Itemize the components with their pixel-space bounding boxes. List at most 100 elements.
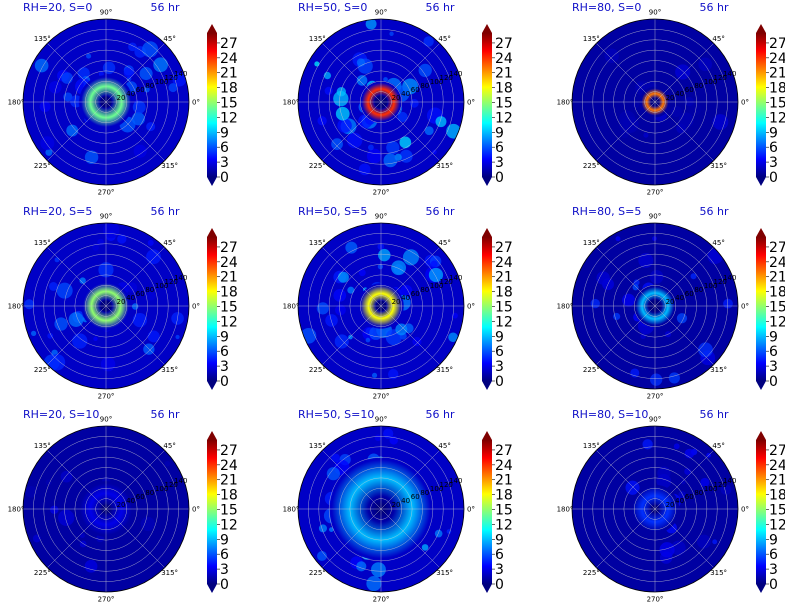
rain-cell xyxy=(79,532,85,539)
time-label: 56 hr xyxy=(700,408,729,421)
rain-cell xyxy=(383,77,388,82)
angle-tick-label: 270° xyxy=(373,189,390,197)
rain-cell xyxy=(102,223,120,239)
polar-grid xyxy=(298,223,464,389)
angular-gridline xyxy=(596,450,656,510)
rain-cell xyxy=(131,112,145,126)
colorbar-tick-label: 24 xyxy=(769,458,785,474)
rain-cell xyxy=(365,19,377,30)
time-label: 56 hr xyxy=(700,205,729,218)
angular-gridline xyxy=(47,43,107,103)
rain-cell xyxy=(397,111,408,123)
angle-tick-label: 180° xyxy=(557,506,574,514)
rain-cell xyxy=(133,144,147,158)
radial-tick-label: 120 xyxy=(440,481,453,489)
radial-tick-label: 140 xyxy=(449,70,462,78)
colorbar-tick-label: 18 xyxy=(220,488,238,504)
angle-tick-label: 315° xyxy=(436,366,453,374)
rain-cell xyxy=(386,141,400,155)
colorbar-extend-max xyxy=(756,431,766,440)
colorbar-scale xyxy=(207,33,217,177)
rain-cell xyxy=(633,279,640,286)
angle-tick-label: 135° xyxy=(583,35,600,43)
rain-cell xyxy=(98,71,104,77)
colorbar-tick-label: 6 xyxy=(495,140,504,156)
colorbar-tick-label: 15 xyxy=(495,96,513,112)
colorbar-tick-label: 12 xyxy=(769,314,785,330)
angle-tick-label: 45° xyxy=(712,35,724,43)
radial-tick-label: 40 xyxy=(126,497,135,505)
angle-tick-label: 0° xyxy=(192,99,200,107)
colorbar-tick-label: 3 xyxy=(769,155,778,171)
rain-cell xyxy=(681,479,686,485)
radial-tick-label: 20 xyxy=(392,94,401,102)
rain-cell xyxy=(448,332,458,343)
angle-tick-label: 45° xyxy=(712,442,724,450)
rain-cell xyxy=(399,149,413,163)
colorbar-tick-label: 27 xyxy=(220,443,238,459)
colorbar-tick-label: 21 xyxy=(769,66,785,82)
rain-cell xyxy=(143,86,150,93)
colorbar-tick-label: 15 xyxy=(220,96,238,112)
rain-cell xyxy=(723,298,733,309)
rain-cell xyxy=(435,116,447,128)
colorbar-tick-label: 0 xyxy=(220,170,229,186)
rain-cell xyxy=(690,273,697,280)
colorbar-scale xyxy=(756,237,766,381)
angle-tick-label: 225° xyxy=(309,162,326,170)
angle-tick-label: 225° xyxy=(583,162,600,170)
rain-cell xyxy=(300,327,317,344)
radial-tick-label: 100 xyxy=(430,282,443,290)
colorbar-scale xyxy=(482,33,492,177)
rain-cell xyxy=(434,529,443,538)
polar-grid xyxy=(298,19,464,185)
colorbar-tick-label: 27 xyxy=(769,36,785,52)
angle-tick-label: 45° xyxy=(712,239,724,247)
colorbar-tick-label: 24 xyxy=(495,458,513,474)
colorbar-tick-label: 21 xyxy=(220,66,238,82)
colorbar-tick-label: 18 xyxy=(769,81,785,97)
colorbar-tick-label: 12 xyxy=(220,110,238,126)
rain-cell xyxy=(72,333,88,349)
panel-title: RH=20, S=10 xyxy=(23,408,99,421)
colorbar-tick-label: 24 xyxy=(220,255,238,271)
angle-tick-label: 90° xyxy=(375,9,387,17)
rain-cell xyxy=(146,249,161,265)
rain-cell xyxy=(358,269,366,277)
angle-tick-label: 45° xyxy=(163,239,175,247)
polar-grid xyxy=(23,426,189,592)
rain-cell xyxy=(383,153,398,168)
angle-tick-label: 90° xyxy=(375,416,387,424)
angle-tick-label: 180° xyxy=(8,303,25,311)
rain-cell xyxy=(590,298,600,309)
radial-tick-label: 140 xyxy=(174,70,187,78)
rain-cell xyxy=(54,317,68,331)
colorbar-tick-label: 27 xyxy=(769,240,785,256)
radial-tick-label: 60 xyxy=(136,493,145,501)
rain-cell xyxy=(428,267,444,283)
radial-tick-label: 140 xyxy=(174,477,187,485)
colorbar-tick-label: 3 xyxy=(769,562,778,578)
radial-tick-label: 60 xyxy=(411,290,420,298)
rain-cell xyxy=(48,282,58,291)
angular-gridline xyxy=(322,305,382,365)
angle-tick-label: 45° xyxy=(438,35,450,43)
rain-cell xyxy=(423,36,434,47)
colorbar-tick-label: 24 xyxy=(495,255,513,271)
angle-tick-label: 0° xyxy=(192,303,200,311)
radial-tick-label: 60 xyxy=(685,493,694,501)
angle-tick-label: 135° xyxy=(34,239,51,247)
colorbar-tick-label: 3 xyxy=(495,562,504,578)
angular-gridline xyxy=(105,305,165,365)
angle-tick-label: 90° xyxy=(100,213,112,221)
rain-cell xyxy=(63,92,73,102)
rain-cell xyxy=(100,356,116,372)
angle-tick-label: 180° xyxy=(8,506,25,514)
angular-gridline xyxy=(47,305,107,365)
radial-tick-label: 40 xyxy=(401,497,410,505)
radial-tick-label: 100 xyxy=(704,485,717,493)
colorbar-tick-label: 12 xyxy=(495,517,513,533)
colorbar-extend-max xyxy=(482,24,492,33)
